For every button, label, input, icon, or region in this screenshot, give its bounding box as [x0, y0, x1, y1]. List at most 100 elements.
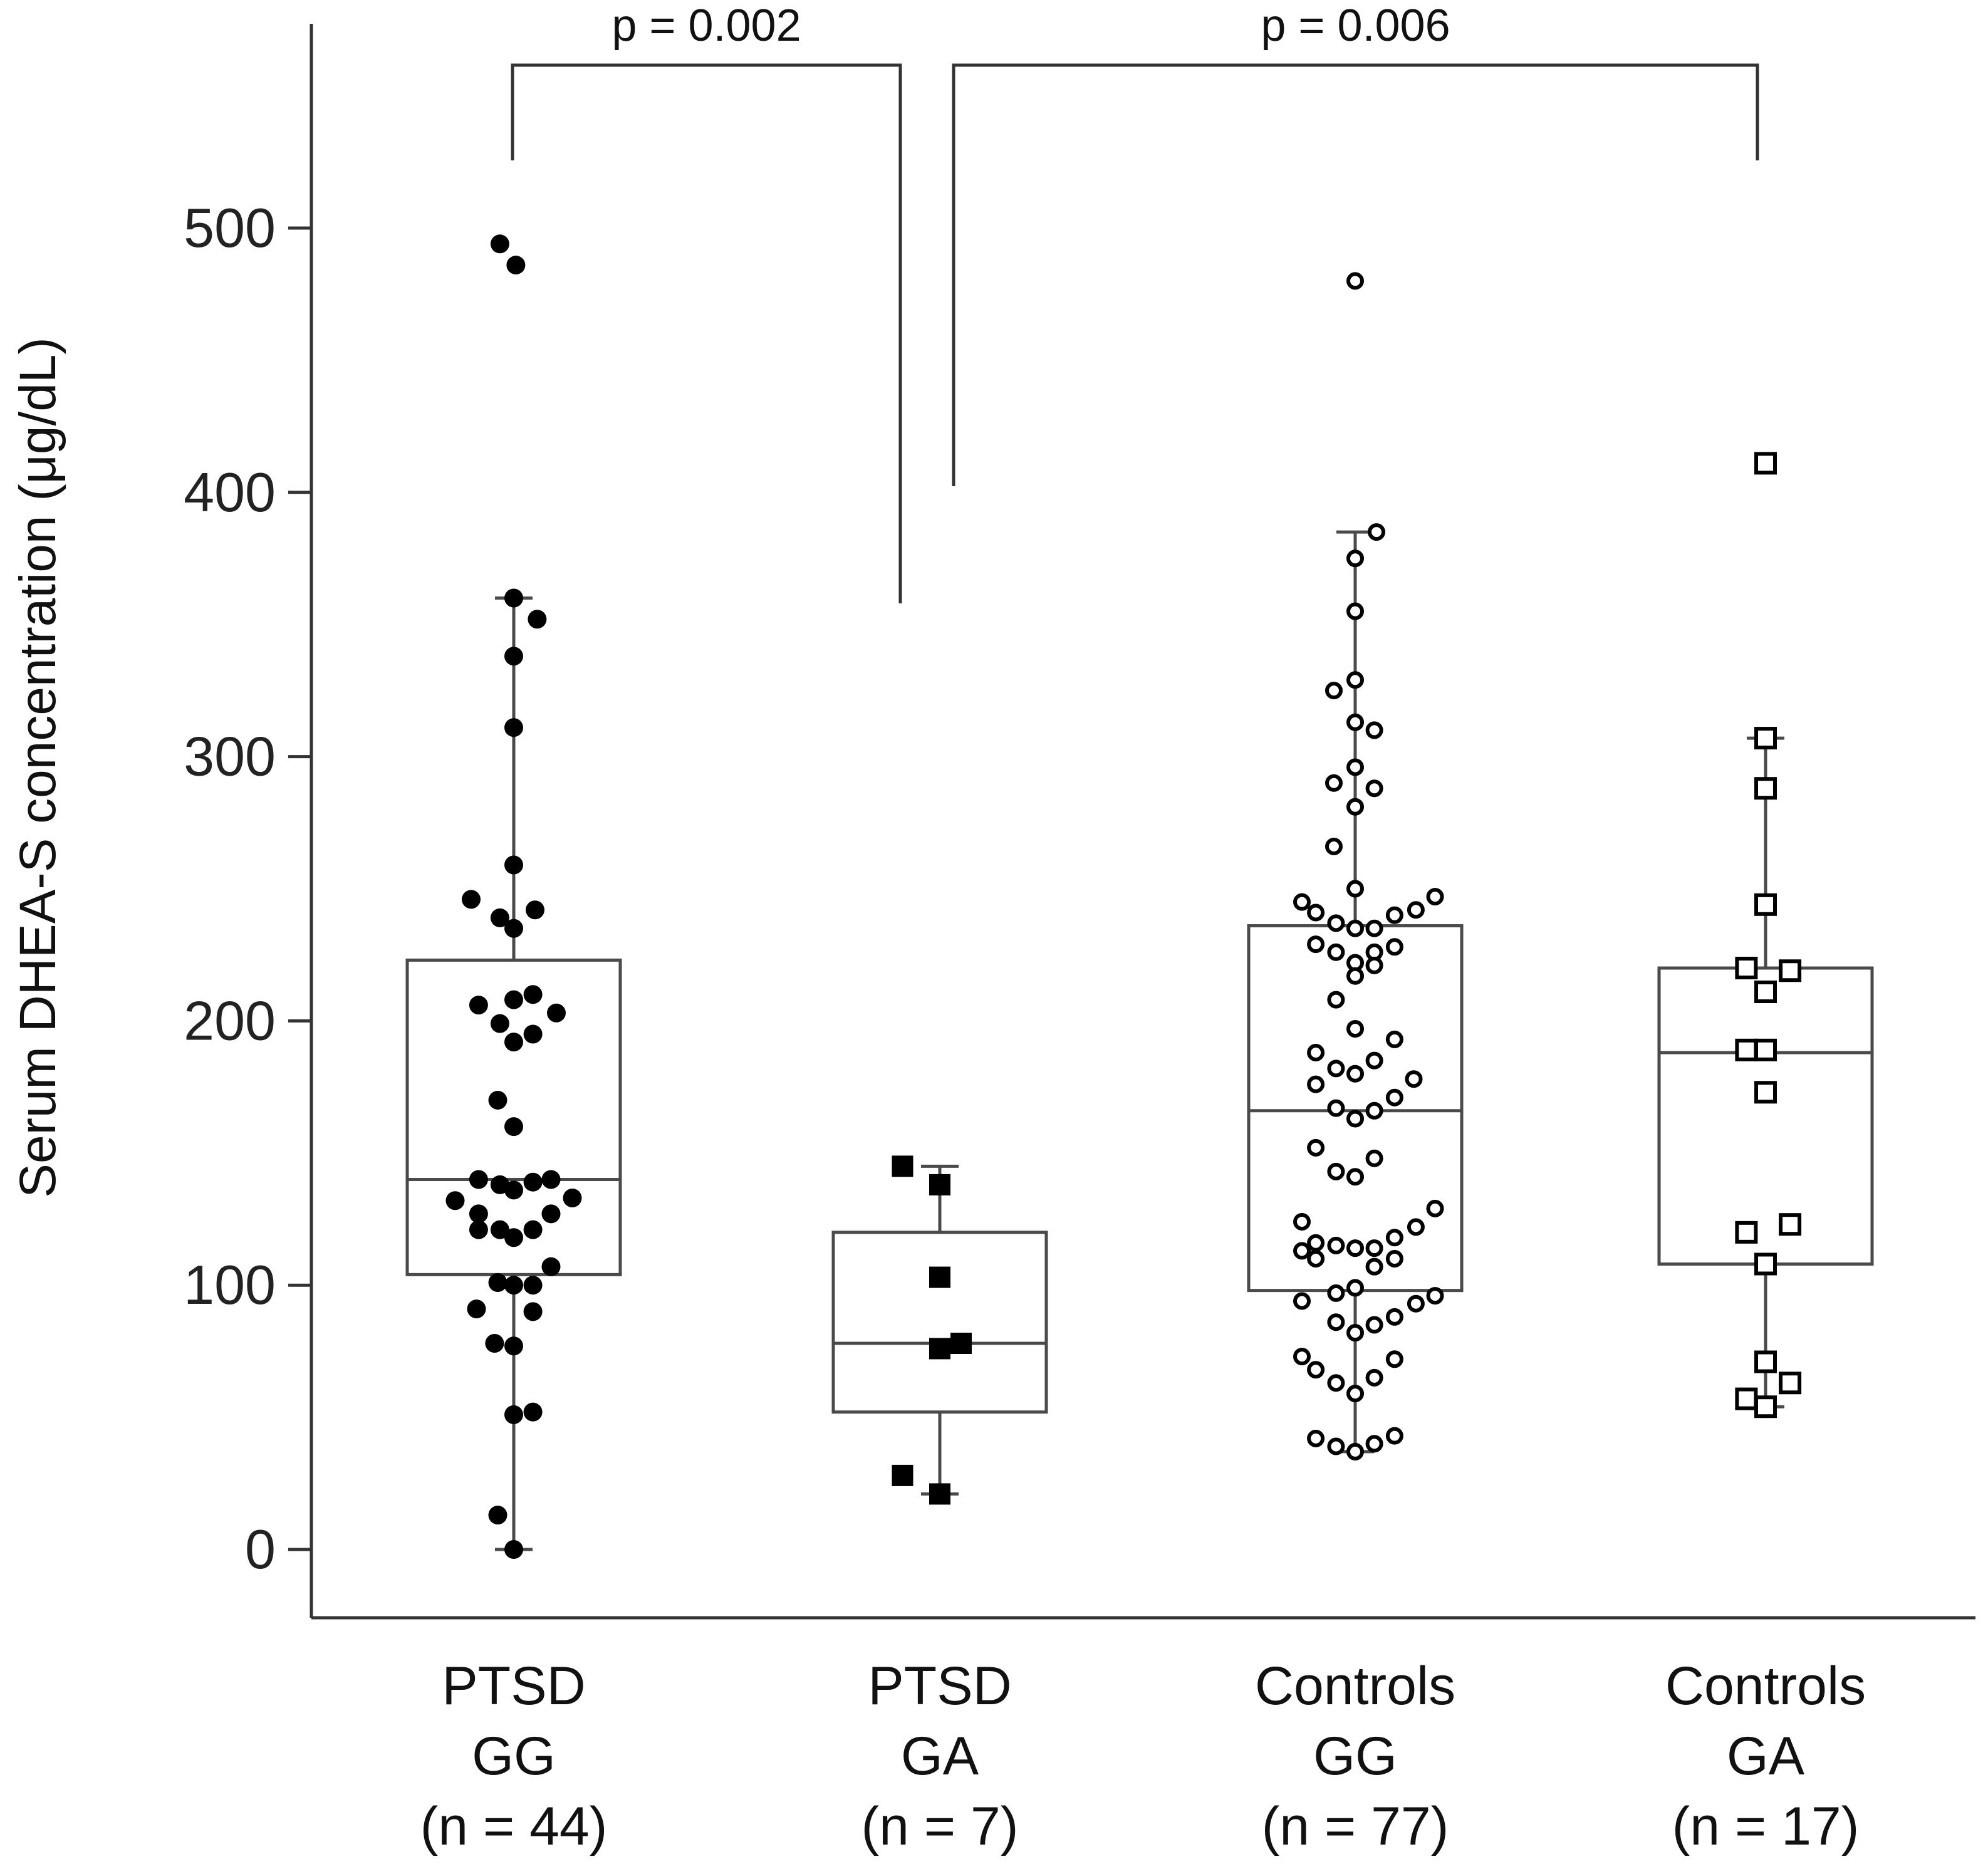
iqr-box: [405, 958, 622, 1276]
data-point: [1346, 1385, 1364, 1403]
data-point: [523, 1172, 543, 1192]
data-point: [1346, 272, 1364, 290]
data-point: [526, 900, 544, 920]
y-tick-label: 500: [184, 197, 276, 259]
data-point: [892, 1464, 913, 1486]
data-point: [528, 610, 547, 629]
data-point: [1735, 957, 1758, 980]
data-point: [488, 1273, 507, 1292]
data-point: [1426, 1287, 1444, 1305]
data-point: [1327, 1437, 1345, 1455]
data-point: [1365, 779, 1383, 798]
data-point: [462, 890, 481, 909]
y-tick-label: 100: [184, 1254, 276, 1316]
data-point: [506, 256, 526, 275]
data-point: [563, 1189, 582, 1208]
data-point: [1365, 1257, 1383, 1276]
data-point: [490, 1220, 509, 1239]
data-point: [488, 1506, 507, 1525]
data-point: [1327, 1060, 1345, 1078]
data-point: [1365, 1149, 1383, 1167]
p-value-label: p = 0.006: [1261, 1, 1450, 51]
data-point: [1327, 1374, 1345, 1392]
data-point: [1385, 1030, 1403, 1048]
data-point: [1405, 1070, 1423, 1088]
data-point: [504, 1180, 523, 1200]
category-n-label: (n = 17): [1672, 1796, 1860, 1856]
data-point: [1327, 991, 1345, 1009]
data-point: [1365, 956, 1383, 974]
data-point: [1307, 1075, 1325, 1093]
data-point: [1385, 938, 1403, 956]
data-point: [1327, 1313, 1345, 1331]
data-point: [1365, 1368, 1383, 1387]
data-point: [1365, 1239, 1383, 1257]
data-point: [504, 588, 523, 608]
data-point: [1365, 1316, 1383, 1334]
category-label-line2: GG: [1313, 1726, 1397, 1786]
data-point: [1754, 727, 1777, 750]
data-point: [1407, 1218, 1425, 1236]
data-point: [1779, 1213, 1802, 1236]
y-tick-label: 200: [184, 989, 276, 1051]
significance-bracket: [511, 63, 902, 603]
data-point: [490, 234, 509, 254]
data-point: [1346, 758, 1364, 776]
data-point: [1327, 914, 1345, 932]
data-point: [1346, 1110, 1364, 1128]
data-point: [1368, 523, 1385, 541]
data-point: [523, 1302, 543, 1321]
data-point: [1293, 1348, 1311, 1366]
y-ticks: 0 100 200 300 400 500: [184, 197, 311, 1580]
data-point: [1307, 1250, 1325, 1268]
data-point: [1754, 1081, 1777, 1104]
data-point: [892, 1155, 913, 1177]
data-point: [1327, 1236, 1345, 1254]
data-point: [1293, 893, 1311, 911]
category-label-line1: PTSD: [868, 1656, 1011, 1716]
data-point: [541, 1170, 561, 1189]
data-point: [504, 1540, 523, 1559]
category-n-label: (n = 44): [420, 1796, 608, 1856]
data-point: [504, 1033, 523, 1052]
data-point: [1327, 943, 1345, 961]
data-point: [523, 985, 543, 1004]
data-point: [1307, 935, 1325, 954]
box-plots: [405, 530, 1874, 1551]
data-point: [929, 1338, 950, 1360]
data-point: [1385, 1308, 1403, 1326]
data-point: [1307, 903, 1325, 922]
data-point: [504, 1405, 523, 1424]
data-point: [504, 1228, 523, 1247]
data-point: [523, 1220, 543, 1239]
data-point: [1346, 602, 1364, 620]
data-point: [1346, 549, 1364, 568]
data-point: [1365, 919, 1383, 937]
data-point: [1754, 452, 1777, 475]
data-point: [1385, 1088, 1403, 1106]
data-point: [541, 1257, 561, 1276]
data-point: [1754, 1252, 1777, 1276]
box-plot-group: [1247, 530, 1464, 1454]
data-point: [504, 919, 523, 938]
data-point: [469, 1220, 488, 1239]
data-point: [1754, 1350, 1777, 1373]
data-point: [1346, 880, 1364, 898]
significance-brackets: p = 0.002 p = 0.006: [511, 1, 1759, 603]
category-label-line2: GG: [472, 1726, 556, 1786]
data-point: [1346, 1020, 1364, 1038]
data-point: [1385, 1229, 1403, 1247]
data-point: [504, 1117, 523, 1137]
data-point: [485, 1333, 504, 1353]
category-labels: PTSD GG (n = 44) PTSD GA (n = 7) Controls GG (n …: [420, 1656, 1866, 1856]
data-point: [1754, 777, 1777, 800]
data-point: [1407, 901, 1425, 919]
data-point: [1307, 1138, 1325, 1157]
data-point: [490, 1014, 509, 1033]
y-axis-label: Serum DHEA-S concentration (μg/dL): [9, 337, 66, 1197]
data-point: [1385, 906, 1403, 924]
y-tick-label: 0: [245, 1518, 276, 1580]
data-point: [1385, 1250, 1403, 1268]
data-point: [1346, 1239, 1364, 1257]
